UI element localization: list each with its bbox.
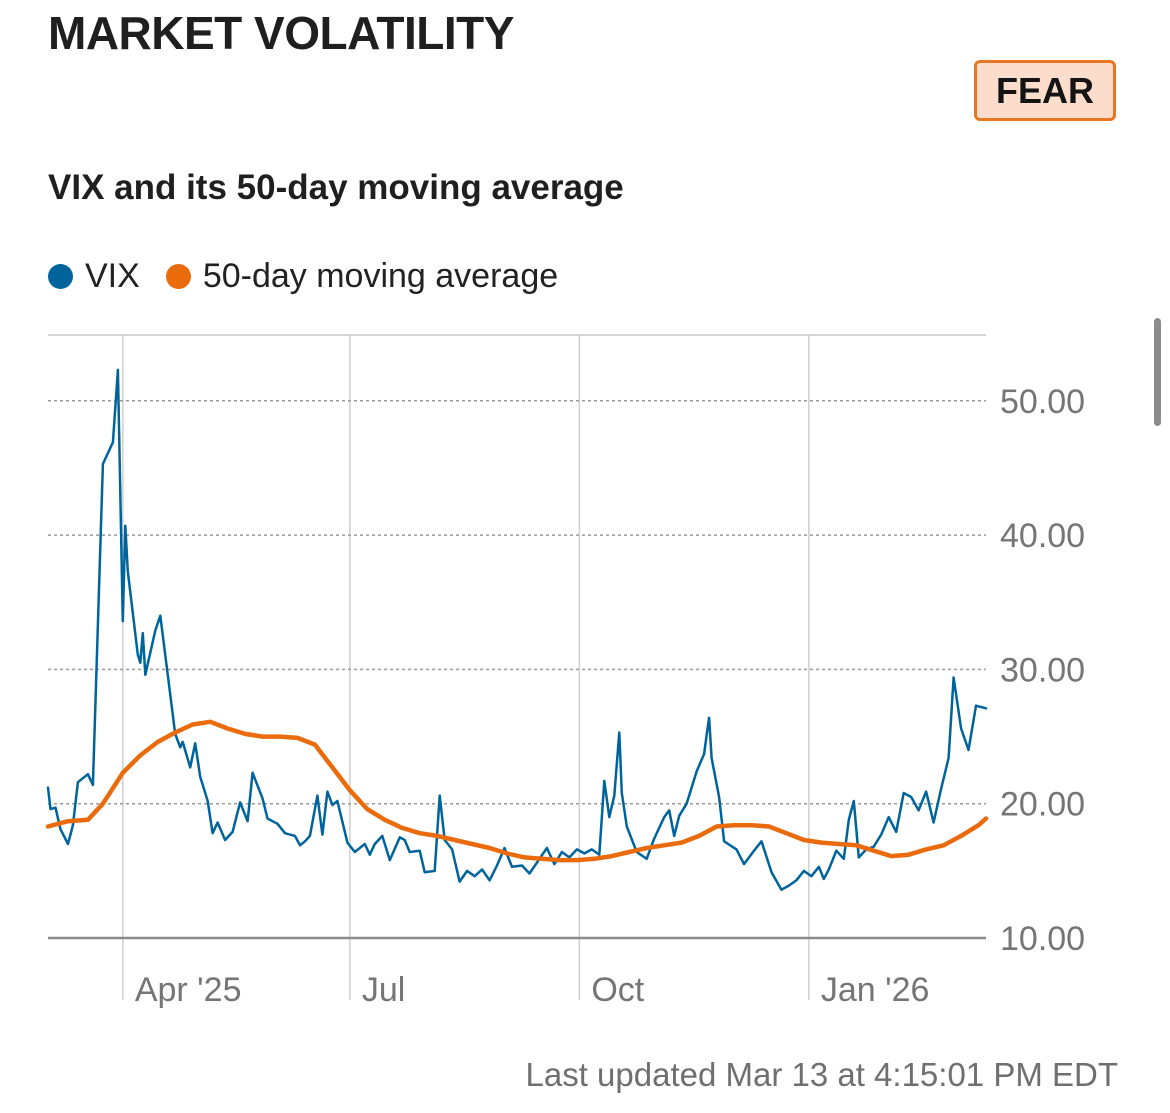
page-title: MARKET VOLATILITY xyxy=(48,7,514,59)
chart-subtitle: VIX and its 50-day moving average xyxy=(48,168,624,207)
chart-legend: VIX 50-day moving average xyxy=(48,254,584,298)
x-tick-label: Oct xyxy=(591,971,644,1009)
x-tick-label: Apr '25 xyxy=(135,971,242,1009)
legend-dot-moving-average-icon xyxy=(165,263,191,289)
moving-average-series-line xyxy=(45,719,989,863)
y-tick-label: 10.00 xyxy=(1000,920,1085,958)
legend-dot-vix-icon xyxy=(48,263,73,289)
volatility-chart: Apr '25 Jul Oct Jan '26 10.00 20.00 30.00 40.00… xyxy=(45,334,1085,1009)
scrollbar-thumb[interactable] xyxy=(1154,318,1161,426)
sentiment-badge: FEAR xyxy=(974,60,1116,121)
y-tick-label: 30.00 xyxy=(1000,651,1085,689)
vix-series-line xyxy=(46,368,988,891)
legend-label-moving-average: 50-day moving average xyxy=(202,256,559,295)
legend-item-vix: VIX xyxy=(48,257,140,296)
x-tick-label: Jul xyxy=(362,971,405,1009)
legend-label-vix: VIX xyxy=(85,256,140,295)
x-tick-label: Jan '26 xyxy=(821,971,930,1009)
legend-item-moving-average: 50-day moving average xyxy=(165,256,559,296)
y-tick-label: 50.00 xyxy=(1000,383,1085,421)
y-tick-label: 20.00 xyxy=(1000,786,1085,824)
last-updated: Last updated Mar 13 at 4:15:01 PM EDT xyxy=(525,1056,1118,1093)
y-tick-label: 40.00 xyxy=(1000,517,1085,555)
